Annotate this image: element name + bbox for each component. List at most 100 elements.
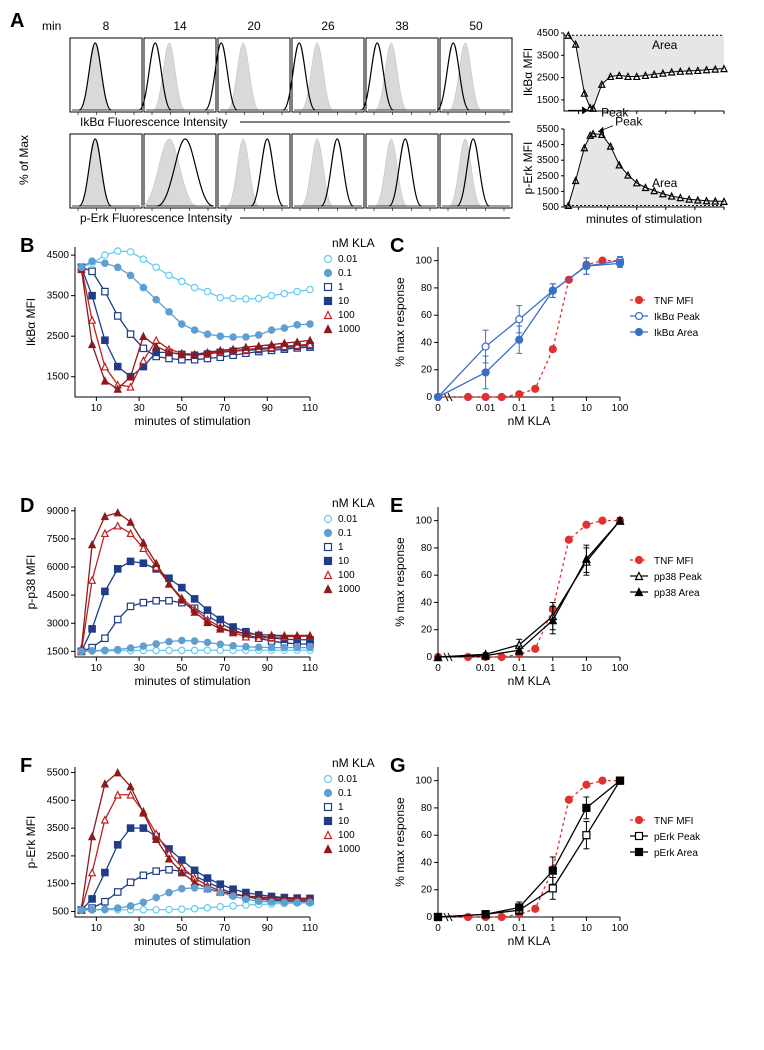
svg-text:TNF MFI: TNF MFI [654,556,693,567]
svg-text:Area: Area [652,38,678,52]
svg-text:3500: 3500 [47,291,70,302]
svg-text:Area: Area [652,176,678,190]
svg-text:% max response: % max response [393,797,407,887]
svg-text:0.01: 0.01 [476,663,496,674]
svg-text:50: 50 [176,923,188,934]
svg-text:0: 0 [426,912,432,923]
svg-text:1: 1 [338,802,344,813]
svg-text:10: 10 [91,403,103,414]
svg-text:1: 1 [550,923,556,934]
svg-text:7500: 7500 [47,534,70,545]
svg-text:14: 14 [173,19,187,33]
svg-text:4500: 4500 [537,28,560,39]
svg-text:0.1: 0.1 [512,663,526,674]
svg-text:50: 50 [469,19,483,33]
svg-text:30: 30 [134,923,146,934]
svg-text:0: 0 [435,403,441,414]
svg-text:70: 70 [219,923,231,934]
svg-text:1500: 1500 [537,95,560,106]
svg-text:0.1: 0.1 [338,788,352,799]
svg-text:0.1: 0.1 [338,268,352,279]
svg-text:10: 10 [581,923,593,934]
svg-text:8: 8 [103,19,110,33]
svg-text:30: 30 [134,403,146,414]
svg-text:20: 20 [421,365,433,376]
svg-text:pp38 Area: pp38 Area [654,588,700,599]
svg-text:100: 100 [415,776,432,787]
svg-text:pErk Area: pErk Area [654,848,698,859]
svg-text:100: 100 [338,310,355,321]
svg-text:0.01: 0.01 [476,403,496,414]
svg-text:IkBα Fluorescence Intensity: IkBα Fluorescence Intensity [80,115,228,129]
svg-text:minutes of stimulation: minutes of stimulation [134,414,250,428]
svg-text:nM KLA: nM KLA [508,934,551,948]
svg-text:40: 40 [421,857,433,868]
svg-text:500: 500 [542,202,559,213]
svg-text:60: 60 [421,830,433,841]
svg-text:70: 70 [219,663,231,674]
svg-text:50: 50 [176,663,188,674]
svg-text:10: 10 [338,556,350,567]
svg-text:0.01: 0.01 [476,923,496,934]
svg-text:nM KLA: nM KLA [332,496,375,510]
svg-text:min: min [42,19,61,33]
svg-text:% of Max: % of Max [17,135,31,185]
svg-text:IkBα MFI: IkBα MFI [24,298,38,346]
svg-text:100: 100 [415,516,432,527]
svg-text:9000: 9000 [47,506,70,517]
svg-text:110: 110 [302,923,318,934]
svg-text:110: 110 [302,663,318,674]
svg-text:% max response: % max response [393,537,407,627]
svg-text:10: 10 [91,663,103,674]
svg-text:80: 80 [421,283,433,294]
svg-text:50: 50 [176,403,188,414]
svg-text:40: 40 [421,337,433,348]
svg-text:1500: 1500 [47,372,70,383]
svg-text:Peak: Peak [615,115,643,129]
svg-text:pErk Peak: pErk Peak [654,832,701,843]
svg-text:0: 0 [435,923,441,934]
svg-text:nM KLA: nM KLA [508,674,551,688]
svg-text:nM KLA: nM KLA [332,236,375,250]
svg-text:1500: 1500 [47,646,70,657]
svg-text:10: 10 [338,296,350,307]
svg-text:10: 10 [581,403,593,414]
svg-text:1000: 1000 [338,844,361,855]
svg-text:3000: 3000 [47,618,70,629]
svg-text:0.01: 0.01 [338,514,358,525]
svg-text:p-Erk MFI: p-Erk MFI [521,142,535,195]
svg-text:110: 110 [302,403,318,414]
svg-text:90: 90 [262,403,274,414]
svg-text:1: 1 [550,403,556,414]
svg-text:26: 26 [321,19,335,33]
svg-text:0.1: 0.1 [512,403,526,414]
svg-text:1: 1 [550,663,556,674]
svg-text:nM KLA: nM KLA [508,414,551,428]
svg-text:20: 20 [421,625,433,636]
svg-text:p-p38 MFI: p-p38 MFI [24,555,38,610]
svg-text:p-Erk Fluorescence Intensity: p-Erk Fluorescence Intensity [80,211,232,225]
svg-text:4500: 4500 [537,140,560,151]
svg-text:1500: 1500 [47,879,70,890]
svg-text:minutes of stimulation: minutes of stimulation [134,934,250,948]
svg-text:IkBα Peak: IkBα Peak [654,312,701,323]
svg-text:10: 10 [581,663,593,674]
svg-text:4500: 4500 [47,795,70,806]
svg-text:30: 30 [134,663,146,674]
svg-text:1000: 1000 [338,324,361,335]
svg-text:1000: 1000 [338,584,361,595]
svg-text:IkBα MFI: IkBα MFI [521,48,535,96]
svg-text:100: 100 [415,256,432,267]
svg-text:100: 100 [338,830,355,841]
svg-text:100: 100 [612,923,629,934]
svg-text:80: 80 [421,803,433,814]
svg-text:3500: 3500 [537,50,560,61]
svg-text:10: 10 [338,816,350,827]
svg-text:500: 500 [52,906,69,917]
svg-text:60: 60 [421,310,433,321]
svg-text:2500: 2500 [47,851,70,862]
svg-text:2500: 2500 [47,331,70,342]
svg-text:IkBα Area: IkBα Area [654,328,699,339]
svg-text:minutes of stimulation: minutes of stimulation [586,212,702,226]
svg-text:TNF MFI: TNF MFI [654,816,693,827]
